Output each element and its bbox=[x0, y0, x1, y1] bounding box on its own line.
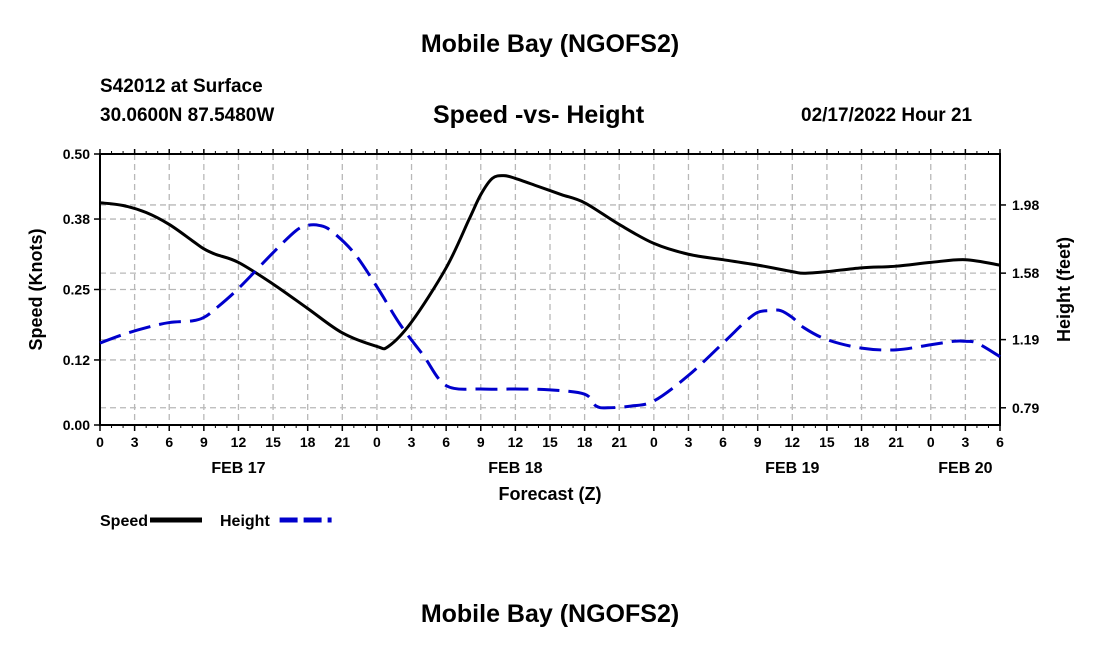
x-axis-label: Forecast (Z) bbox=[498, 484, 601, 504]
x-tick-label: 9 bbox=[200, 434, 208, 450]
station-coords: 30.0600N 87.5480W bbox=[100, 105, 275, 126]
day-label: FEB 20 bbox=[938, 460, 992, 477]
chart-title-footer: Mobile Bay (NGOFS2) bbox=[420, 600, 680, 628]
y-left-tick-label: 0.38 bbox=[63, 211, 90, 227]
chart-title: Mobile Bay (NGOFS2) bbox=[420, 30, 680, 58]
y-right-tick-label: 1.19 bbox=[1012, 332, 1039, 348]
x-tick-label: 3 bbox=[685, 434, 693, 450]
chart-subtitle: Speed -vs- Height bbox=[433, 101, 645, 129]
x-tick-label: 9 bbox=[754, 434, 762, 450]
grid-lines bbox=[100, 154, 1000, 425]
series-lines bbox=[99, 174, 1001, 410]
x-tick-label: 0 bbox=[927, 434, 935, 450]
x-tick-label: 18 bbox=[300, 434, 316, 450]
top-tick-marks bbox=[99, 149, 1001, 154]
series-line-speed bbox=[99, 174, 1001, 351]
x-tick-label: 18 bbox=[577, 434, 593, 450]
y-left-tick-label: 0.00 bbox=[63, 417, 90, 433]
series-line-height bbox=[99, 223, 1001, 410]
y-left-tick-label: 0.12 bbox=[63, 352, 90, 368]
x-tick-label: 15 bbox=[542, 434, 558, 450]
x-tick-label: 18 bbox=[854, 434, 870, 450]
x-tick-label: 0 bbox=[650, 434, 658, 450]
x-tick-label: 9 bbox=[477, 434, 485, 450]
x-tick-label: 12 bbox=[785, 434, 801, 450]
x-tick-label: 12 bbox=[508, 434, 524, 450]
day-label: FEB 17 bbox=[211, 460, 265, 477]
legend-label-height: Height bbox=[220, 513, 270, 530]
station-label: S42012 at Surface bbox=[100, 76, 263, 97]
x-tick-label: 15 bbox=[265, 434, 281, 450]
day-labels: FEB 17 FEB 18 FEB 19 FEB 20 bbox=[211, 460, 992, 477]
x-tick-label: 0 bbox=[96, 434, 104, 450]
x-tick-label: 21 bbox=[611, 434, 627, 450]
x-axis-ticks: 0 3 6 9 12 15 18 21 0 3 6 9 12 15 18 21 0 3 6 9 12 15 18 21 0 3 6 bbox=[96, 425, 1004, 450]
y-left-tick-label: 0.25 bbox=[63, 282, 90, 298]
x-tick-label: 12 bbox=[231, 434, 247, 450]
legend: Speed Height bbox=[100, 513, 332, 530]
left-axis-label: Speed (Knots) bbox=[26, 228, 46, 350]
x-tick-label: 15 bbox=[819, 434, 835, 450]
x-tick-label: 6 bbox=[719, 434, 727, 450]
y-left-tick-label: 0.50 bbox=[63, 146, 90, 162]
right-axis-label: Height (feet) bbox=[1054, 237, 1074, 342]
x-tick-label: 21 bbox=[888, 434, 904, 450]
x-tick-label: 6 bbox=[996, 434, 1004, 450]
legend-label-speed: Speed bbox=[100, 513, 148, 530]
x-tick-label: 0 bbox=[373, 434, 381, 450]
y-right-tick-label: 1.98 bbox=[1012, 197, 1039, 213]
x-tick-label: 21 bbox=[335, 434, 351, 450]
x-tick-label: 3 bbox=[131, 434, 139, 450]
left-axis-ticks: 0.00 0.12 0.25 0.38 0.50 bbox=[63, 146, 100, 433]
x-tick-label: 6 bbox=[442, 434, 450, 450]
y-right-tick-label: 0.79 bbox=[1012, 400, 1039, 416]
day-label: FEB 19 bbox=[765, 460, 819, 477]
right-axis-ticks: 0.79 1.19 1.58 1.98 bbox=[1000, 197, 1039, 416]
x-tick-label: 3 bbox=[961, 434, 969, 450]
y-right-tick-label: 1.58 bbox=[1012, 265, 1039, 281]
forecast-datetime: 02/17/2022 Hour 21 bbox=[801, 105, 973, 126]
x-tick-label: 6 bbox=[165, 434, 173, 450]
x-tick-label: 3 bbox=[408, 434, 416, 450]
day-label: FEB 18 bbox=[488, 460, 542, 477]
